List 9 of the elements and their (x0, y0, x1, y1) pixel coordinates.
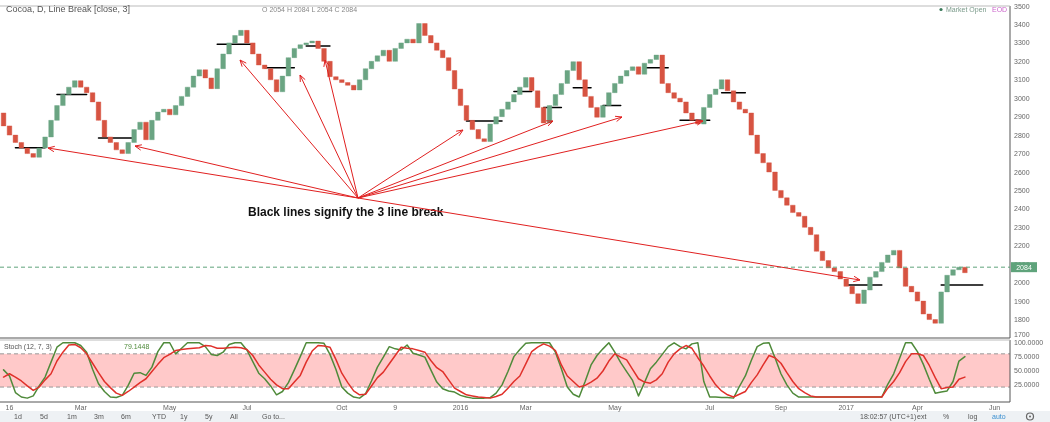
candlestick (167, 109, 173, 116)
candlestick (143, 122, 149, 140)
candlestick (386, 50, 392, 62)
candlestick (416, 23, 422, 44)
candlestick (636, 66, 642, 75)
annotation: Black lines signify the 3 line break (248, 205, 444, 219)
candlestick (962, 266, 968, 273)
chart-title: Cocoa, D, Line Break [close, 3] (6, 4, 131, 14)
candlestick (410, 39, 416, 44)
